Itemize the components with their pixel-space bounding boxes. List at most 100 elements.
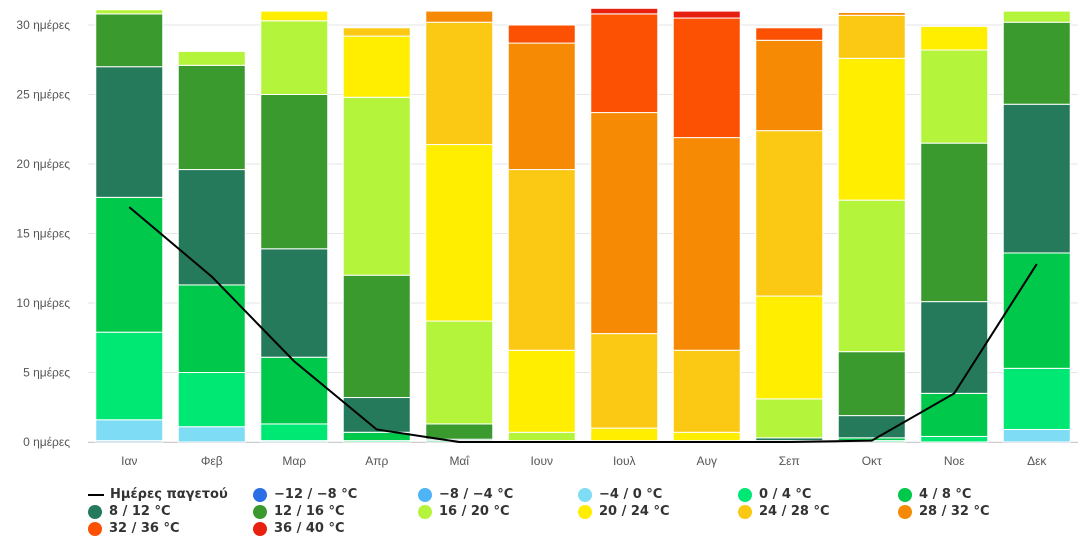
bar-stack	[590, 7, 659, 443]
legend-item[interactable]: 8 / 12 °C	[88, 504, 171, 519]
legend-dot-marker	[898, 504, 912, 519]
legend-dot-marker	[88, 521, 102, 536]
bar-segment	[507, 42, 576, 171]
legend-item[interactable]: −8 / −4 °C	[418, 487, 513, 502]
y-tick-label: 15 ημέρες	[16, 227, 70, 241]
bar-segment	[95, 419, 164, 442]
x-tick-label: Μαρ	[282, 454, 306, 468]
x-tick-label: Αυγ	[696, 454, 717, 468]
x-tick-label: Νοε	[944, 454, 965, 468]
bar-segment	[260, 248, 329, 358]
bar-segment	[672, 137, 741, 351]
bar-segment	[837, 14, 906, 59]
legend-item[interactable]: 0 / 4 °C	[738, 487, 811, 502]
legend-label: −12 / −8 °C	[274, 487, 358, 502]
bar-segment	[177, 64, 246, 171]
bar-segment	[425, 423, 494, 440]
legend-dot-marker	[253, 487, 267, 502]
bar-segment	[755, 295, 824, 400]
bar-stack	[837, 11, 906, 443]
x-tick-label: Απρ	[365, 454, 388, 468]
bar-segment	[672, 10, 741, 19]
legend-label: 20 / 24 °C	[599, 504, 670, 519]
legend-item[interactable]: 4 / 8 °C	[898, 487, 971, 502]
x-tick-label: Μαΐ	[449, 454, 470, 468]
legend-label: 0 / 4 °C	[759, 487, 812, 502]
x-tick-label: Ιαν	[121, 454, 137, 468]
bar-segment	[755, 27, 824, 41]
bar-segment	[425, 10, 494, 23]
legend-label: 4 / 8 °C	[919, 487, 972, 502]
bar-segment	[425, 144, 494, 322]
x-axis: Ιαν Φεβ Μαρ Απρ Μαΐ Ιουν Ιουλ Αυγ Σεπ Οκτ Νοε Δεκ	[121, 454, 1047, 468]
bar-segment	[507, 431, 576, 442]
legend-item[interactable]: 16 / 20 °C	[418, 504, 510, 519]
legend-item[interactable]: 12 / 16 °C	[253, 504, 345, 519]
legend-dot-marker	[418, 487, 432, 502]
bar-segment	[837, 199, 906, 353]
bar-stack	[755, 27, 824, 443]
y-tick-label: 30 ημέρες	[16, 18, 70, 32]
legend-item[interactable]: 20 / 24 °C	[578, 504, 670, 519]
bar-segment	[95, 13, 164, 68]
legend-item[interactable]: 28 / 32 °C	[898, 504, 990, 519]
bar-segment	[260, 423, 329, 442]
bar-stack	[95, 9, 164, 443]
bar-segment	[920, 25, 989, 51]
y-tick-label: 20 ημέρες	[16, 157, 70, 171]
bar-segment	[920, 142, 989, 303]
bar-stack	[920, 25, 989, 443]
legend-item[interactable]: Ημέρες παγετού	[88, 487, 228, 502]
legend-dot-marker	[898, 487, 912, 502]
bar-stack	[342, 27, 411, 443]
legend-item[interactable]: 32 / 36 °C	[88, 521, 180, 536]
bar-stack	[672, 10, 741, 443]
bar-segment	[342, 274, 411, 399]
legend-dot-marker	[578, 487, 592, 502]
legend-dot-marker	[738, 504, 752, 519]
bar-segment	[342, 35, 411, 98]
legend-item[interactable]: −12 / −8 °C	[253, 487, 357, 502]
y-tick-label: 25 ημέρες	[16, 88, 70, 102]
legend-item[interactable]: 24 / 28 °C	[738, 504, 830, 519]
bar-segment	[590, 7, 659, 15]
bar-stack	[1002, 10, 1071, 443]
bar-segment	[425, 21, 494, 146]
bar-segment	[755, 130, 824, 297]
x-tick-label: Οκτ	[862, 454, 882, 468]
legend-label: 36 / 40 °C	[274, 521, 345, 536]
bar-segment	[1002, 252, 1071, 369]
bar-stacks	[95, 7, 1071, 443]
frost-days-polyline	[128, 206, 1038, 443]
bar-segment	[920, 435, 989, 443]
legend-dot-marker	[253, 521, 267, 536]
legend-dot-marker	[738, 487, 752, 502]
legend-line-marker	[88, 493, 104, 496]
x-tick-label: Ιουλ	[613, 454, 636, 468]
bar-segment	[260, 10, 329, 22]
bar-segment	[425, 320, 494, 425]
legend-dot-marker	[88, 504, 102, 519]
legend-item[interactable]: −4 / 0 °C	[578, 487, 662, 502]
bar-segment	[920, 49, 989, 144]
bar-segment	[837, 57, 906, 201]
bar-segment	[672, 349, 741, 433]
x-tick-label: Φεβ	[201, 454, 223, 468]
legend-label: Ημέρες παγετού	[110, 487, 228, 502]
bar-segment	[920, 301, 989, 394]
x-tick-label: Σεπ	[779, 454, 800, 468]
legend-dot-marker	[578, 504, 592, 519]
bar-segment	[342, 96, 411, 276]
legend-item[interactable]: 36 / 40 °C	[253, 521, 345, 536]
bar-segment	[507, 349, 576, 433]
bar-segment	[177, 169, 246, 286]
y-tick-label: 10 ημέρες	[16, 296, 70, 310]
bar-segment	[755, 398, 824, 439]
legend-label: −8 / −4 °C	[439, 487, 514, 502]
y-tick-label: 5 ημέρες	[23, 366, 70, 380]
legend-label: 8 / 12 °C	[109, 504, 171, 519]
legend-label: 28 / 32 °C	[919, 504, 990, 519]
bar-segment	[590, 333, 659, 429]
chart: 0 ημέρες 5 ημέρες 10 ημέρες 15 ημέρες 20 ημέ…	[16, 7, 1078, 468]
bar-segment	[95, 196, 164, 333]
